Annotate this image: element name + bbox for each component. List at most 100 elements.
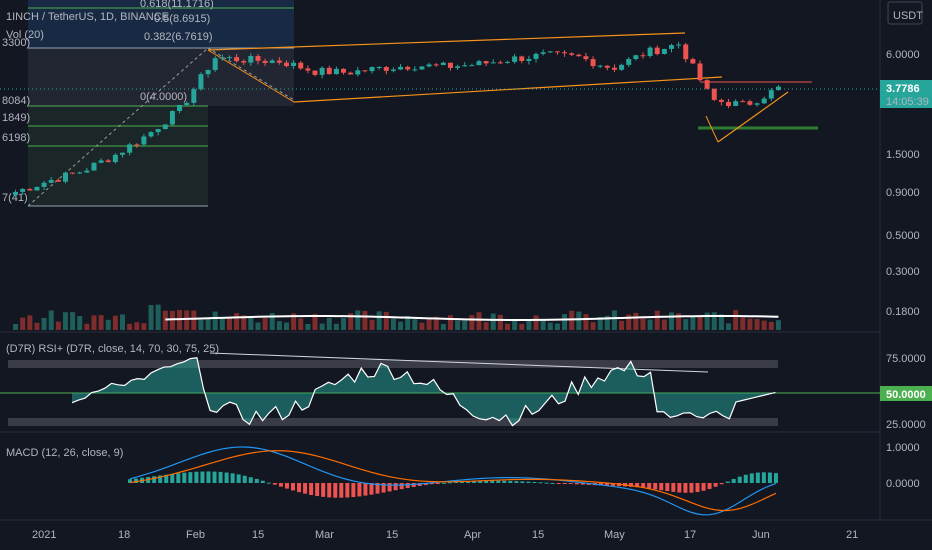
macd-histogram-bar <box>683 483 688 493</box>
macd-histogram-bar <box>128 479 132 483</box>
volume-bar <box>134 322 140 330</box>
volume-bar <box>305 323 311 330</box>
macd-histogram-bar <box>272 483 277 485</box>
macd-histogram-bar <box>236 474 241 483</box>
candle-body <box>711 88 717 100</box>
volume-bar <box>412 319 418 330</box>
volume-bar <box>768 321 774 330</box>
macd-histogram-bar <box>375 483 380 494</box>
candle-body <box>597 65 603 67</box>
macd-histogram-bar <box>254 478 259 483</box>
volume-bar <box>583 314 589 330</box>
fib-left-3300: 3300) <box>2 37 30 49</box>
macd-histogram-bar <box>598 483 603 486</box>
candle-body <box>276 60 282 63</box>
candle-body <box>733 101 739 106</box>
time-label: 15 <box>386 529 398 541</box>
macd-label: MACD (12, 26, close, 9) <box>6 447 123 459</box>
time-axis[interactable]: 2021 18 Feb 15 Mar 15 Apr 15 May 17 Jun … <box>32 529 858 541</box>
macd-histogram-bar <box>134 478 139 483</box>
candle-body <box>426 64 432 67</box>
candles <box>13 41 781 199</box>
rsi-fill <box>72 357 776 426</box>
candle-body <box>205 70 211 75</box>
candle-body <box>105 160 111 163</box>
volume-bar <box>105 319 111 330</box>
macd-histogram-bar <box>188 472 193 483</box>
fib-left-741: 7(41) <box>2 192 28 204</box>
volume-bar <box>348 313 354 330</box>
rsi-pane[interactable]: (D7R) RSI+ (D7R, close, 14, 70, 30, 75, … <box>0 343 880 427</box>
macd-histogram-bar <box>743 474 748 483</box>
rsi-line <box>71 357 776 427</box>
candle-body <box>55 179 61 182</box>
volume-bar <box>376 311 382 330</box>
candle-body <box>376 67 382 69</box>
macd-histogram-bar <box>405 483 410 489</box>
volume-bar <box>13 323 19 330</box>
candle-body <box>326 67 332 75</box>
volume-bar <box>198 319 204 330</box>
candle-body <box>27 188 33 191</box>
candle-body <box>390 69 396 71</box>
macd-histogram-bar <box>653 483 658 490</box>
volume-bar <box>490 313 496 330</box>
volume-bar <box>398 321 404 330</box>
candle-body <box>697 63 703 81</box>
volume-bar <box>283 322 289 330</box>
candle-body <box>718 99 724 102</box>
currency-badge[interactable] <box>887 1 923 25</box>
macd-histogram-bar <box>297 483 302 493</box>
volume-bar <box>633 312 639 330</box>
candle-body <box>262 60 268 64</box>
volume-bar <box>576 311 582 330</box>
candle-body <box>305 68 311 71</box>
candle-body <box>447 62 453 68</box>
volume-bar <box>590 322 596 330</box>
volume-bar <box>205 317 211 330</box>
rsi-tick: 75.0000 <box>886 353 926 365</box>
candle-body <box>20 188 26 192</box>
volume-ma-line <box>165 315 779 321</box>
volume-bar <box>98 315 104 330</box>
candle-body <box>112 154 118 163</box>
candle-body <box>341 68 347 73</box>
candle-body <box>127 144 133 153</box>
candle-body <box>312 70 318 75</box>
macd-histogram-bar <box>176 473 181 483</box>
volume-bar <box>405 315 411 330</box>
volume-bar <box>690 316 696 330</box>
macd-pane[interactable]: MACD (12, 26, close, 9) <box>6 446 778 516</box>
candle-body <box>740 101 746 103</box>
time-label: 18 <box>118 529 130 541</box>
macd-histogram-bar <box>737 476 742 483</box>
candle-body <box>84 170 90 173</box>
triangle-leg <box>705 115 719 143</box>
candle-body <box>775 86 781 91</box>
macd-histogram-bar <box>369 483 374 495</box>
candle-body <box>355 70 361 75</box>
price-tick: 0.3000 <box>886 266 920 278</box>
price-axis[interactable]: USDT 6.0000 1.5000 0.9000 0.5000 0.3000 … <box>880 1 932 490</box>
candle-body <box>41 182 47 187</box>
volume-bar <box>654 310 660 330</box>
macd-histogram-bar <box>508 480 513 483</box>
volume-bar <box>604 315 610 330</box>
macd-histogram-bar <box>538 482 543 484</box>
candle-body <box>533 53 539 59</box>
macd-histogram-bar <box>707 483 712 489</box>
volume-bar <box>647 319 653 330</box>
macd-histogram-bar <box>635 483 640 488</box>
candle-body <box>298 62 304 69</box>
volume-label: Vol (20) <box>6 29 44 41</box>
candle-body <box>704 80 710 89</box>
candle-body <box>626 59 632 65</box>
macd-histogram-bar <box>309 483 314 495</box>
volume-bar <box>112 315 118 330</box>
volume-bar <box>619 320 625 330</box>
macd-tick: 0.0000 <box>886 478 920 490</box>
volume-bar <box>276 321 282 330</box>
macd-histogram-bar <box>604 483 609 486</box>
candle-body <box>754 103 760 105</box>
volume-bar <box>754 318 760 330</box>
